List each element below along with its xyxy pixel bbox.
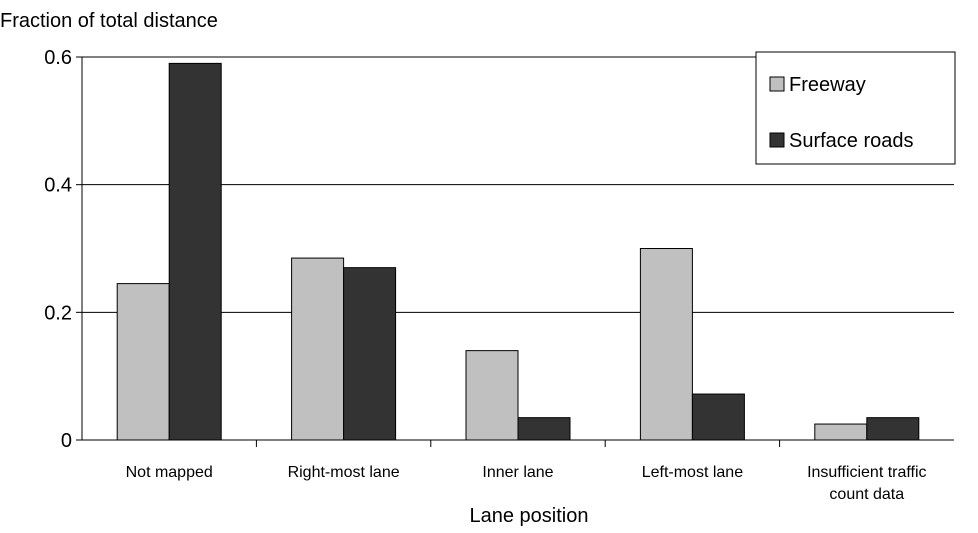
legend-label: Surface roads	[789, 130, 914, 152]
legend: Freeway Surface roads	[755, 51, 956, 165]
bars	[116, 62, 920, 441]
axes	[76, 56, 954, 447]
legend-swatch	[769, 76, 785, 92]
bar-surface-roads	[866, 417, 920, 441]
x-category-label: Not mapped	[126, 464, 213, 481]
y-tick-label: 0.4	[44, 175, 72, 197]
bar-surface-roads	[517, 417, 571, 441]
y-tick-label: 0	[61, 430, 72, 452]
x-category-label: Inner lane	[482, 464, 553, 481]
x-category-label: Left-most lane	[642, 464, 743, 481]
bar-freeway	[465, 350, 519, 441]
x-category-label: Insufficient traffic	[807, 464, 926, 481]
bar-freeway	[116, 283, 170, 441]
bar-surface-roads	[343, 267, 397, 441]
legend-box	[755, 51, 956, 165]
bar-surface-roads	[168, 62, 222, 441]
legend-label: Freeway	[789, 74, 866, 96]
bar-freeway	[291, 257, 345, 441]
y-tick-labels: 0 0.2 0.4 0.6	[44, 47, 72, 452]
x-category-labels: Not mapped Right-most lane Inner lane Left-…	[126, 464, 927, 503]
bar-surface-roads	[691, 393, 745, 441]
y-axis-title: Fraction of total distance	[0, 10, 218, 32]
x-category-label: Right-most lane	[288, 464, 400, 481]
bar-freeway	[639, 248, 693, 441]
y-tick-label: 0.6	[44, 47, 72, 69]
bar-freeway	[814, 423, 868, 441]
y-tick-label: 0.2	[44, 302, 72, 324]
x-axis-title: Lane position	[470, 505, 589, 527]
x-category-label: count data	[829, 486, 904, 503]
legend-swatch	[769, 132, 785, 148]
